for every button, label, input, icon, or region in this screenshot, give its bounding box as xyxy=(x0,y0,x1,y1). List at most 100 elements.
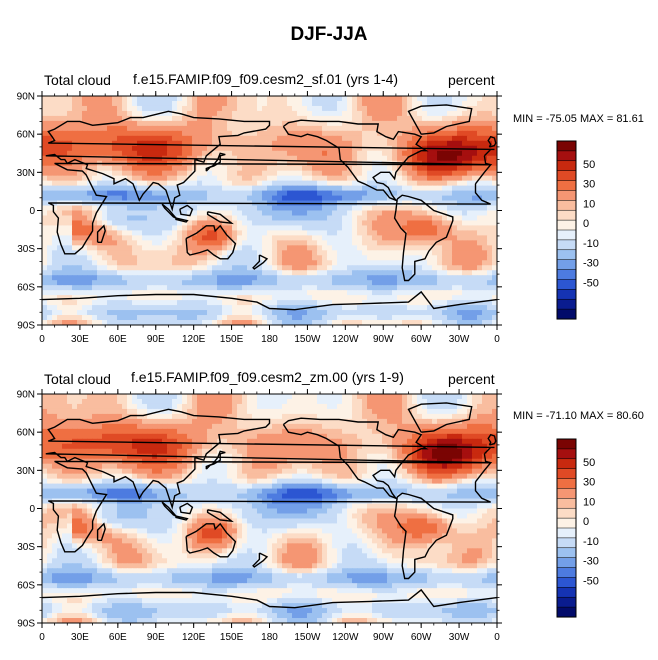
map-panel-1: 90N 60N 30N 0 30S 60S 90S 0 30E 60E 90E 120E 150E 180… xyxy=(17,91,599,345)
lon-tick-label: 30W xyxy=(449,334,470,345)
panel-2: Total cloud f.e15.FAMIP.f09_f09.cesm2_zm… xyxy=(0,0,658,422)
colorbar-bin xyxy=(556,567,577,578)
lon-tick-label: 120W xyxy=(332,632,359,643)
colorbar-label: -50 xyxy=(583,575,599,587)
colorbar: 50 30 10 0 -10 -30 -50 xyxy=(556,140,599,320)
main-title: DJF-JJA xyxy=(290,24,368,45)
colorbar-bin xyxy=(556,308,577,320)
lat-tick-label: 90S xyxy=(17,321,35,332)
colorbar-bin xyxy=(556,200,577,211)
panel-variable-label: Total cloud xyxy=(44,72,111,88)
colorbar-bin xyxy=(556,507,577,519)
colorbar-bin xyxy=(556,219,577,231)
colorbar-bin xyxy=(556,209,577,221)
lat-tick-label: 30N xyxy=(17,168,35,179)
colorbar-bin xyxy=(556,438,577,450)
lon-tick-label: 90W xyxy=(373,334,394,345)
lon-tick-label: 120E xyxy=(182,334,206,345)
lat-tick-label: 30S xyxy=(17,542,35,553)
colorbar-label: -30 xyxy=(583,556,599,568)
lat-tick-label: 60N xyxy=(17,428,35,439)
colorbar-label: -50 xyxy=(583,277,599,289)
colorbar-bin xyxy=(556,577,577,588)
lat-tick-label: 60S xyxy=(17,282,35,293)
colorbar-label: 0 xyxy=(583,218,589,230)
lat-tick-label: 30S xyxy=(17,244,35,255)
lon-tick-label: 30E xyxy=(71,334,89,345)
colorbar-label: 10 xyxy=(583,198,595,210)
colorbar-bin xyxy=(556,478,577,489)
colorbar-label: -10 xyxy=(583,536,599,548)
lon-tick-label: 120W xyxy=(332,334,359,345)
panel-case-label: f.e15.FAMIP.f09_f09.cesm2_zm.00 (yrs 1-9… xyxy=(131,369,404,385)
colorbar-bin xyxy=(556,229,577,241)
colorbar-bin xyxy=(556,140,577,152)
colorbar-label: -10 xyxy=(583,238,599,250)
lon-tick-label: 90W xyxy=(373,632,394,643)
colorbar-bin xyxy=(556,259,577,271)
lat-tick-label: 90N xyxy=(17,390,35,401)
lon-tick-label: 60E xyxy=(109,632,127,643)
colorbar-label: 50 xyxy=(583,159,595,171)
lon-tick-label: 0 xyxy=(39,632,45,643)
lat-tick-label: 30N xyxy=(17,466,35,477)
filled-contours xyxy=(42,96,497,325)
filled-contours xyxy=(42,394,497,623)
colorbar-label: 0 xyxy=(583,516,589,528)
colorbar-bin xyxy=(556,448,577,460)
lon-tick-label: 60E xyxy=(109,334,127,345)
lon-tick-label: 0 xyxy=(39,334,45,345)
lon-tick-label: 150E xyxy=(220,632,244,643)
panel-1: Total cloud f.e15.FAMIP.f09_f09.cesm2_sf… xyxy=(0,0,658,300)
colorbar-bin xyxy=(556,527,577,539)
colorbar-bin xyxy=(556,170,577,182)
panel-variable-label: Total cloud xyxy=(44,371,111,387)
colorbar-bin xyxy=(556,596,577,608)
lon-tick-label: 0 xyxy=(494,632,500,643)
colorbar-bin xyxy=(556,468,577,480)
map-panel-2: 90N 60N 30N 0 30S 60S 90S 0 30E 60E 90E 120E 150E 180… xyxy=(17,389,599,643)
lat-tick-label: 0 xyxy=(29,206,35,217)
colorbar-bin xyxy=(556,537,577,549)
lon-tick-label: 0 xyxy=(494,334,500,345)
colorbar-bin xyxy=(556,557,577,569)
lon-tick-label: 90E xyxy=(147,334,165,345)
colorbar-bin xyxy=(556,180,577,191)
lon-tick-label: 60W xyxy=(411,632,432,643)
colorbar-bin xyxy=(556,298,577,310)
colorbar-label: 30 xyxy=(583,477,595,489)
panel-units-label: percent xyxy=(448,371,495,387)
lon-tick-label: 90E xyxy=(147,632,165,643)
lat-tick-label: 90N xyxy=(17,92,35,103)
colorbar: 50 30 10 0 -10 -30 -50 xyxy=(556,438,599,618)
colorbar-label: 10 xyxy=(583,496,595,508)
colorbar-bin xyxy=(556,160,577,172)
colorbar-bin xyxy=(556,517,577,529)
lon-tick-label: 150W xyxy=(294,632,321,643)
colorbar-bin xyxy=(556,587,577,598)
lat-tick-label: 60N xyxy=(17,130,35,141)
lon-tick-label: 30E xyxy=(71,632,89,643)
lon-tick-label: 180 xyxy=(261,632,278,643)
colorbar-label: 50 xyxy=(583,457,595,469)
colorbar-bin xyxy=(556,269,577,280)
colorbar-bin xyxy=(556,488,577,499)
colorbar-bin xyxy=(556,498,577,509)
coastlines xyxy=(42,402,497,609)
panel-case-label: f.e15.FAMIP.f09_f09.cesm2_sf.01 (yrs 1-4… xyxy=(133,71,399,87)
lon-tick-label: 180 xyxy=(261,334,278,345)
colorbar-bin xyxy=(556,239,577,251)
colorbar-bin xyxy=(556,547,577,559)
colorbar-bin xyxy=(556,190,577,201)
lat-tick-label: 0 xyxy=(29,504,35,515)
min-max-label: MIN = -75.05 MAX = 81.61 xyxy=(513,113,644,125)
lat-tick-label: 90S xyxy=(17,619,35,630)
colorbar-bin xyxy=(556,606,577,618)
coastlines xyxy=(42,104,497,311)
colorbar-bin xyxy=(556,289,577,300)
colorbar-label: 30 xyxy=(583,179,595,191)
colorbar-label: -30 xyxy=(583,258,599,270)
colorbar-bin xyxy=(556,249,577,261)
lat-tick-label: 60S xyxy=(17,580,35,591)
